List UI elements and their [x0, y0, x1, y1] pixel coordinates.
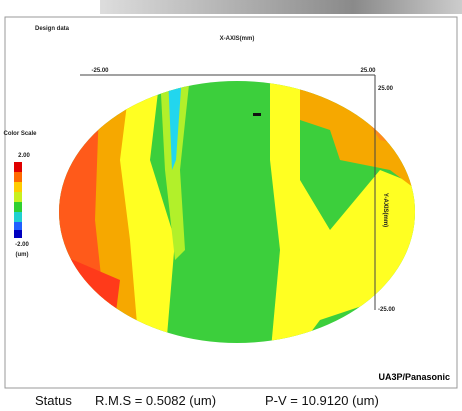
status-rms: R.M.S = 0.5082 (um)	[95, 393, 216, 408]
status-label: Status	[35, 393, 72, 408]
y-min: -25.00	[378, 307, 396, 313]
x-min: -25.00	[91, 68, 109, 74]
y-axis-label: Y-AXIS(mm)	[382, 193, 388, 227]
scale-max: 2.00	[18, 153, 30, 159]
title: Design data	[35, 26, 70, 32]
scale-unit: (um)	[16, 252, 29, 258]
x-max: 25.00	[360, 68, 376, 74]
status-pv: P-V = 10.9120 (um)	[265, 393, 379, 408]
marker	[253, 113, 261, 116]
color-bar	[14, 162, 22, 238]
scale-title: Color Scale	[3, 131, 37, 137]
top-strip	[100, 0, 462, 14]
y-max: 25.00	[378, 86, 394, 92]
brand: UA3P/Panasonic	[378, 372, 450, 382]
x-axis-label: X-AXIS(mm)	[220, 36, 255, 42]
scale-min: -2.00	[15, 242, 29, 248]
